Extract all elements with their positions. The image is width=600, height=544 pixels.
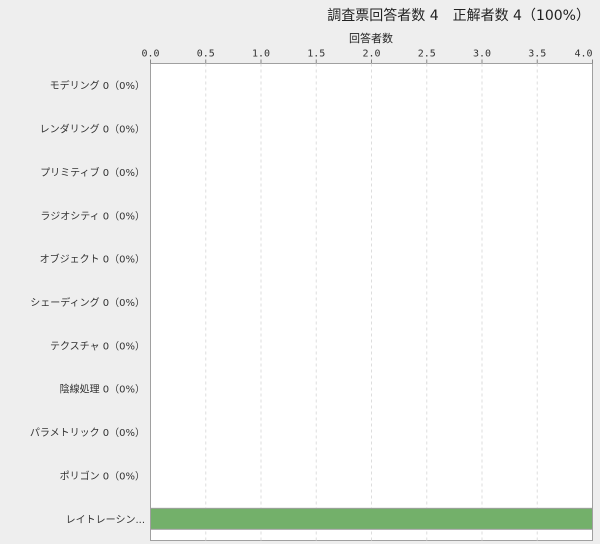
x-tick-label: 1.5 [307, 49, 325, 60]
category-label: プリミティブ 0（0%） [40, 166, 145, 179]
category-label: ラジオシティ 0（0%） [40, 210, 145, 222]
x-axis-label: 回答者数 [349, 31, 393, 45]
x-tick-label: 4.0 [574, 49, 592, 60]
x-tick-label: 0.5 [197, 49, 215, 60]
category-label: シェーディング 0（0%） [30, 296, 145, 309]
bar [150, 507, 593, 530]
category-label: モデリング 0（0%） [50, 79, 145, 92]
x-tick-label: 2.0 [362, 49, 380, 60]
x-tick-label: 0.0 [141, 49, 159, 60]
chart-title: 調査票回答者数 4 正解者数 4（100%） [327, 7, 590, 24]
x-tick-label: 1.0 [252, 49, 270, 60]
category-label: テクスチャ 0（0%） [50, 340, 145, 352]
x-tick-label: 2.5 [418, 49, 436, 60]
category-label: 陰線処理 0（0%） [60, 383, 145, 396]
category-label: ポリゴン 0（0%） [60, 469, 145, 482]
category-label: レイトレーシン... [66, 515, 145, 526]
category-label: パラメトリック 0（0%） [30, 427, 145, 439]
x-tick-label: 3.0 [473, 49, 491, 60]
x-tick-label: 3.5 [528, 49, 546, 60]
category-label: レンダリング 0（0%） [40, 123, 145, 136]
category-label: オブジェクト 0（0%） [40, 253, 145, 266]
plot-area [150, 63, 593, 541]
